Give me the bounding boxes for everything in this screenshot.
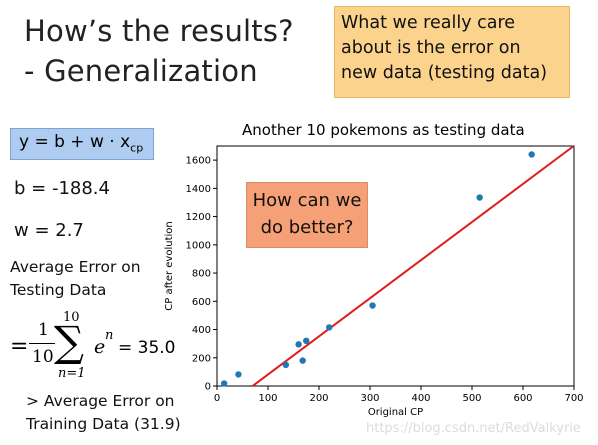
callout-line: about is the error on [341,38,521,58]
x-tick-label: 300 [360,393,379,404]
x-tick-label: 100 [258,393,277,404]
x-axis-label: Original CP [368,407,423,418]
inner-callout-line: How can we [252,190,362,211]
x-tick-label: 500 [462,393,481,404]
y-tick-label: 200 [192,353,211,364]
x-tick-label: 400 [411,393,430,404]
callout-line: new data (testing data) [341,63,548,83]
slide-title-line1: How’s the results? [24,14,294,48]
data-point [282,361,290,369]
equals-sign: = [10,334,29,359]
formula-subscript: cp [130,141,144,155]
data-point [303,337,310,345]
inner-callout-line: do better? [260,217,354,238]
y-axis-label: CP after evolution [164,221,175,311]
error-term-superscript: n [105,328,114,343]
avg-error-label-line: Testing Data [10,281,107,299]
data-point [326,324,333,331]
plot-frame [216,145,575,387]
average-error-equation: = 1 10 10 ∑ n=1 e n = 35.0 [10,310,210,386]
y-tick-label: 800 [192,269,211,280]
y-tick-label: 0 [205,382,211,393]
y-tick-label: 1400 [186,184,211,195]
formula-text: y = b + w · x [19,132,131,152]
sum-upper-limit: 10 [63,310,80,325]
y-tick-label: 600 [192,297,211,308]
slide-title-line2: - Generalization [24,54,258,88]
watermark: https://blog.csdn.net/RedValkyrie [366,421,581,436]
regression-line [251,145,575,387]
avg-error-label: Average Error on Testing Data [10,256,141,302]
y-tick-label: 400 [192,325,211,336]
fraction-numerator: 1 [38,320,49,340]
data-point [369,302,376,309]
summation-symbol: ∑ [54,317,84,366]
avg-error-label-line: Average Error on [10,258,141,276]
b-value: b = -188.4 [14,178,110,199]
y-tick-label: 1000 [186,240,211,251]
testing-data-callout: What we really care about is the error o… [334,6,570,98]
model-formula-box: y = b + w · xcp [10,128,154,160]
how-better-callout: How can we do better? [246,182,368,248]
callout-line: What we really care [341,13,516,33]
error-term-base: e [94,336,106,358]
x-tick-label: 600 [513,393,532,404]
x-tick-label: 200 [309,393,328,404]
y-tick-label: 1200 [186,212,211,223]
x-tick-label: 700 [564,393,583,404]
data-point [220,380,228,387]
data-point [476,194,483,201]
data-point [235,371,242,378]
sum-lower-limit: n=1 [58,366,86,381]
error-result: = 35.0 [118,338,176,358]
chart-title: Another 10 pokemons as testing data [242,121,525,139]
y-tick-label: 1600 [186,156,211,167]
x-tick-label: 0 [214,393,220,404]
fraction-bar [29,343,55,344]
w-value: w = 2.7 [14,220,84,241]
training-line: > Average Error on [26,392,175,410]
fraction-denominator: 10 [32,347,54,367]
training-error-comparison: > Average Error on Training Data (31.9) [26,390,181,436]
data-point [528,151,535,158]
training-line: Training Data (31.9) [26,415,181,433]
data-point [299,357,306,364]
data-point [295,341,302,348]
